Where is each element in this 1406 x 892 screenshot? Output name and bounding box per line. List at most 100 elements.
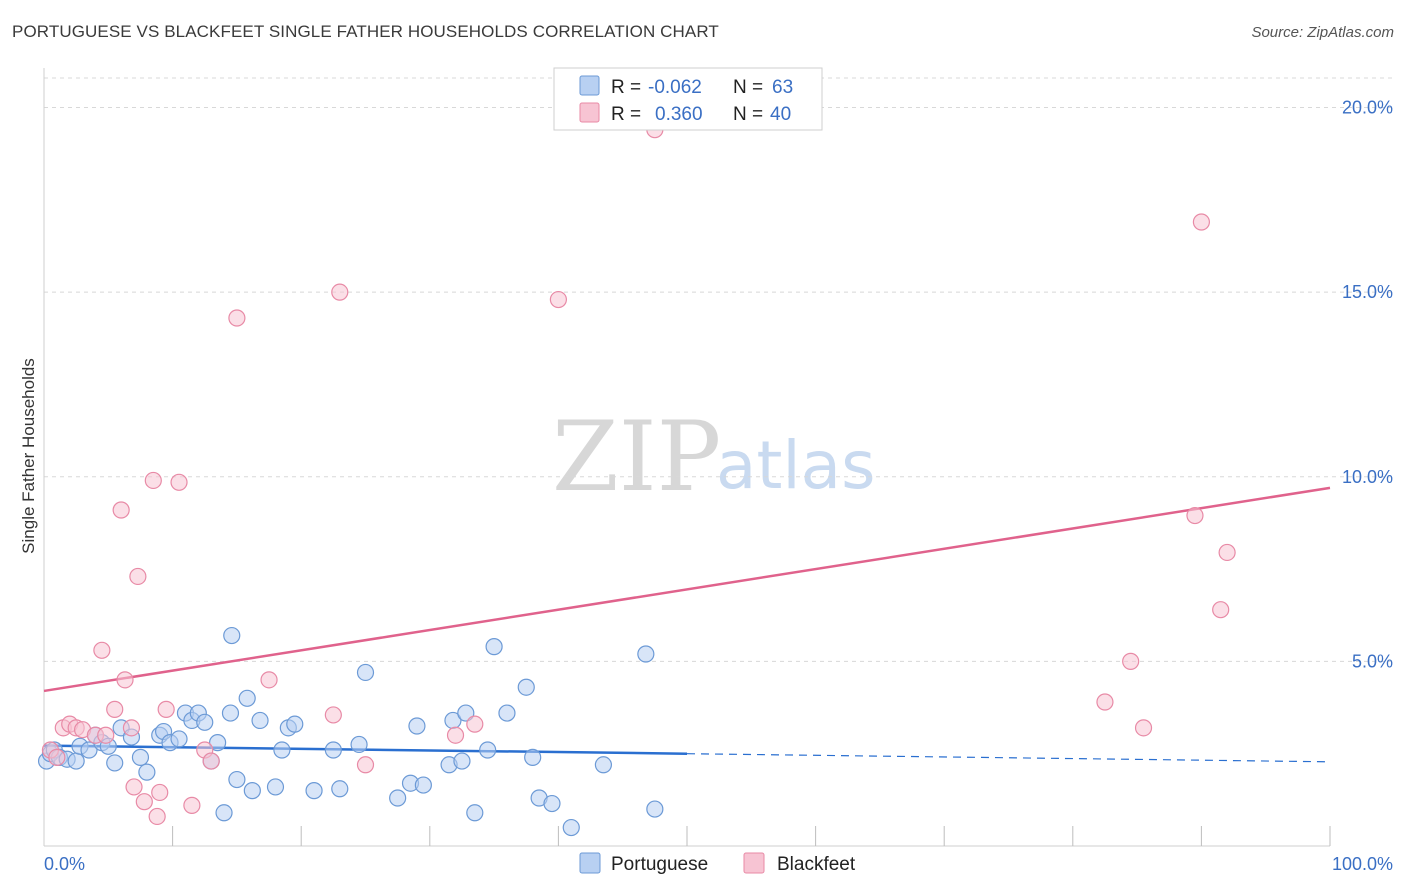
data-point-blackfeet (106, 700, 124, 718)
legend-swatch-blackfeet (579, 102, 600, 123)
data-point-blackfeet (148, 807, 166, 826)
data-point-blackfeet (122, 719, 141, 737)
data-point-portuguese (479, 741, 497, 759)
trend-line-blackfeet (43, 486, 1331, 693)
data-point-portuguese (251, 711, 269, 730)
legend-r-value-portuguese: -0.062 (648, 77, 702, 98)
gridlines (44, 77, 1392, 662)
data-point-blackfeet (97, 726, 115, 744)
data-point-blackfeet (1218, 543, 1236, 562)
data-point-portuguese (350, 735, 368, 754)
data-point-blackfeet (1212, 601, 1230, 619)
y-tick-label: 15.0% (1342, 282, 1393, 302)
data-point-portuguese (498, 704, 516, 722)
data-point-portuguese (223, 626, 241, 645)
data-point-portuguese (138, 763, 156, 781)
y-axis-label: Single Father Households (19, 358, 38, 554)
series-legend-label-blackfeet: Blackfeet (777, 854, 856, 875)
data-point-portuguese (517, 678, 535, 696)
data-point-blackfeet (93, 641, 111, 659)
data-point-blackfeet (48, 748, 66, 766)
trend-lines (43, 486, 1331, 763)
data-point-portuguese (646, 800, 664, 818)
legend-r-label-blackfeet: R = (611, 104, 641, 125)
chart-title: PORTUGUESE VS BLACKFEET SINGLE FATHER HO… (12, 22, 719, 41)
data-point-portuguese (286, 715, 304, 733)
y-tick-label: 10.0% (1342, 467, 1393, 487)
data-point-blackfeet (1186, 506, 1204, 525)
x-tick-label: 100.0% (1332, 854, 1393, 874)
data-point-blackfeet (170, 473, 188, 491)
data-point-portuguese (453, 752, 471, 770)
data-point-portuguese (131, 748, 150, 766)
data-point-blackfeet (183, 796, 201, 814)
legend-n-label-portuguese: N = (733, 77, 763, 98)
data-point-blackfeet (135, 793, 153, 811)
legend-r-value-blackfeet: 0.360 (655, 104, 703, 125)
y-tick-label: 20.0% (1342, 98, 1393, 118)
y-axis-ticks: 5.0% 10.0% 15.0% 20.0% (1342, 98, 1393, 672)
data-point-blackfeet (228, 309, 246, 327)
data-point-portuguese (485, 638, 503, 656)
data-point-portuguese (457, 704, 475, 722)
data-point-blackfeet (144, 471, 162, 490)
series-legend-swatch-blackfeet (743, 852, 765, 874)
data-point-portuguese (524, 748, 542, 766)
data-point-portuguese (414, 776, 432, 794)
data-point-blackfeet (1192, 213, 1211, 231)
legend-n-value-blackfeet: 40 (770, 104, 791, 125)
data-point-portuguese (389, 789, 407, 807)
data-point-portuguese (324, 741, 342, 759)
data-point-portuguese (594, 756, 613, 774)
data-point-portuguese (408, 717, 426, 735)
data-point-blackfeet (116, 671, 134, 689)
data-point-portuguese (466, 804, 484, 822)
data-point-portuguese (196, 713, 214, 731)
data-point-blackfeet (151, 783, 169, 802)
data-point-portuguese (305, 782, 323, 800)
source-label: Source: ZipAtlas.com (1251, 24, 1394, 41)
series-legend-label-portuguese: Portuguese (611, 854, 708, 875)
data-point-blackfeet (260, 671, 278, 689)
data-point-portuguese (228, 770, 246, 789)
data-point-portuguese (238, 689, 256, 707)
watermark-zip: ZIP (552, 401, 721, 513)
data-point-blackfeet (356, 756, 375, 774)
series-legend-swatch-portuguese (579, 852, 601, 874)
data-point-blackfeet (324, 706, 342, 724)
data-point-portuguese (273, 741, 291, 759)
x-tick-label: 0.0% (44, 854, 85, 874)
data-point-blackfeet (1134, 719, 1153, 737)
legend-swatch-portuguese (579, 75, 600, 96)
data-point-blackfeet (129, 567, 147, 586)
legend-n-label-blackfeet: N = (733, 104, 763, 125)
data-point-portuguese (331, 780, 349, 798)
data-point-portuguese (562, 818, 580, 837)
data-points (37, 121, 1236, 837)
data-point-portuguese (266, 778, 285, 796)
data-point-portuguese (67, 752, 85, 770)
x-axis-ticks: 0.0% 100.0% (44, 854, 1393, 874)
data-point-blackfeet (466, 715, 484, 733)
data-point-portuguese (215, 804, 233, 822)
data-point-blackfeet (202, 752, 220, 770)
data-point-portuguese (543, 794, 561, 813)
axes (43, 68, 1331, 847)
legend-n-value-portuguese: 63 (772, 77, 793, 98)
data-point-portuguese (243, 782, 261, 800)
data-point-portuguese (170, 730, 188, 748)
trend-line-portuguese-extension (686, 753, 1331, 763)
data-point-blackfeet (549, 290, 568, 309)
y-tick-label: 5.0% (1352, 651, 1393, 671)
data-point-blackfeet (125, 778, 143, 796)
data-point-portuguese (637, 645, 655, 663)
data-point-blackfeet (1122, 652, 1140, 670)
data-point-blackfeet (157, 700, 175, 718)
data-point-blackfeet (446, 726, 465, 744)
data-point-blackfeet (331, 283, 349, 301)
data-point-portuguese (356, 663, 375, 682)
watermark: ZIP atlas (552, 401, 876, 513)
watermark-atlas: atlas (716, 427, 876, 504)
data-point-portuguese (209, 734, 227, 752)
